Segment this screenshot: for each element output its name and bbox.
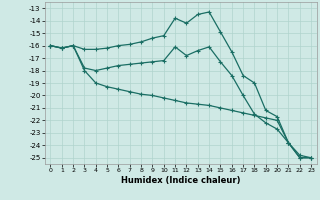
- X-axis label: Humidex (Indice chaleur): Humidex (Indice chaleur): [121, 176, 241, 185]
